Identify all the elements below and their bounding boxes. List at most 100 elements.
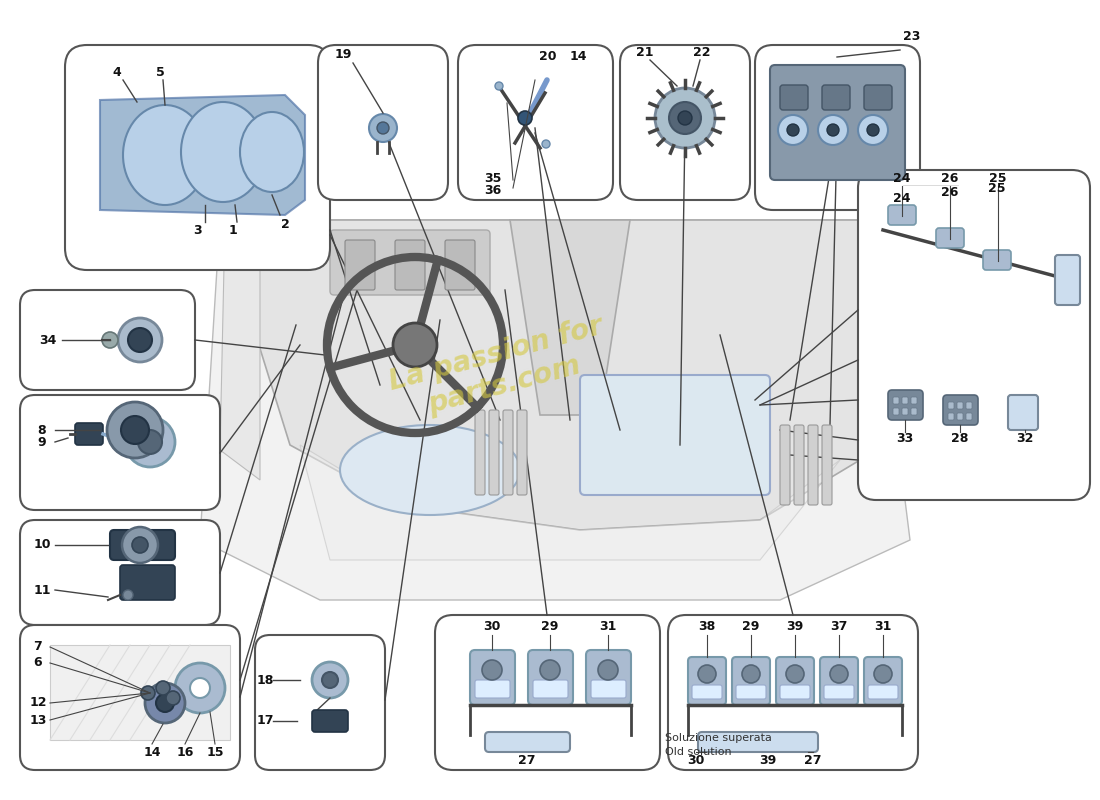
FancyBboxPatch shape <box>911 397 917 404</box>
Circle shape <box>322 672 338 688</box>
FancyBboxPatch shape <box>770 65 905 180</box>
Circle shape <box>778 115 808 145</box>
Text: 23: 23 <box>903 30 921 43</box>
FancyBboxPatch shape <box>20 625 240 770</box>
Circle shape <box>377 122 389 134</box>
Text: 26: 26 <box>942 186 959 199</box>
FancyBboxPatch shape <box>864 85 892 110</box>
FancyBboxPatch shape <box>692 685 722 699</box>
Text: La passion for
parts.com: La passion for parts.com <box>386 312 614 428</box>
FancyBboxPatch shape <box>534 680 568 698</box>
Text: 30: 30 <box>483 621 500 634</box>
Text: 25: 25 <box>988 182 1005 194</box>
FancyBboxPatch shape <box>864 657 902 705</box>
Text: 17: 17 <box>256 714 274 727</box>
FancyBboxPatch shape <box>911 408 917 415</box>
Circle shape <box>540 660 560 680</box>
FancyBboxPatch shape <box>868 685 898 699</box>
Text: 5: 5 <box>155 66 164 78</box>
FancyBboxPatch shape <box>255 635 385 770</box>
FancyBboxPatch shape <box>20 395 220 510</box>
FancyBboxPatch shape <box>736 685 766 699</box>
Circle shape <box>175 663 226 713</box>
Circle shape <box>145 683 185 723</box>
FancyBboxPatch shape <box>780 425 790 505</box>
Text: 20: 20 <box>539 50 557 63</box>
Text: 31: 31 <box>874 621 892 634</box>
Circle shape <box>495 82 503 90</box>
Text: 19: 19 <box>334 49 352 62</box>
FancyBboxPatch shape <box>888 390 923 420</box>
Circle shape <box>742 665 760 683</box>
Circle shape <box>598 660 618 680</box>
Text: 31: 31 <box>600 621 617 634</box>
FancyBboxPatch shape <box>780 85 808 110</box>
FancyBboxPatch shape <box>110 530 175 560</box>
FancyBboxPatch shape <box>20 520 220 625</box>
FancyBboxPatch shape <box>902 397 908 404</box>
FancyBboxPatch shape <box>668 615 918 770</box>
FancyBboxPatch shape <box>395 240 425 290</box>
Circle shape <box>166 691 180 705</box>
Circle shape <box>122 527 158 563</box>
FancyBboxPatch shape <box>943 395 978 425</box>
FancyBboxPatch shape <box>794 425 804 505</box>
Text: 35: 35 <box>484 171 502 185</box>
Polygon shape <box>200 220 910 600</box>
Circle shape <box>156 681 170 695</box>
FancyBboxPatch shape <box>936 228 964 248</box>
FancyBboxPatch shape <box>330 230 490 295</box>
FancyBboxPatch shape <box>503 410 513 495</box>
FancyBboxPatch shape <box>893 408 899 415</box>
Text: 8: 8 <box>37 423 46 437</box>
Circle shape <box>698 665 716 683</box>
Text: 32: 32 <box>1016 431 1034 445</box>
FancyBboxPatch shape <box>808 425 818 505</box>
Text: 21: 21 <box>636 46 653 58</box>
Circle shape <box>827 124 839 136</box>
FancyBboxPatch shape <box>948 402 954 409</box>
Circle shape <box>125 417 175 467</box>
Text: 29: 29 <box>742 621 760 634</box>
FancyBboxPatch shape <box>780 685 810 699</box>
Circle shape <box>118 318 162 362</box>
Text: 1: 1 <box>229 223 238 237</box>
FancyBboxPatch shape <box>485 732 570 752</box>
Text: 39: 39 <box>786 621 804 634</box>
FancyBboxPatch shape <box>312 710 348 732</box>
FancyBboxPatch shape <box>732 657 770 705</box>
Text: 27: 27 <box>804 754 822 766</box>
Text: 14: 14 <box>143 746 161 758</box>
FancyBboxPatch shape <box>957 402 962 409</box>
Text: 25: 25 <box>989 171 1006 185</box>
Circle shape <box>858 115 888 145</box>
Text: 9: 9 <box>37 435 46 449</box>
Circle shape <box>123 590 133 600</box>
Ellipse shape <box>123 105 207 205</box>
Text: 29: 29 <box>541 621 559 634</box>
FancyBboxPatch shape <box>755 45 920 210</box>
FancyBboxPatch shape <box>888 205 916 225</box>
Text: Soluzione superata: Soluzione superata <box>666 733 772 743</box>
Text: 22: 22 <box>693 46 711 58</box>
FancyBboxPatch shape <box>822 425 832 505</box>
FancyBboxPatch shape <box>893 397 899 404</box>
Polygon shape <box>100 95 305 215</box>
Circle shape <box>121 416 148 444</box>
FancyBboxPatch shape <box>580 375 770 495</box>
FancyBboxPatch shape <box>475 410 485 495</box>
FancyBboxPatch shape <box>591 680 626 698</box>
FancyBboxPatch shape <box>820 657 858 705</box>
Text: Old solution: Old solution <box>666 747 732 757</box>
Circle shape <box>393 323 437 367</box>
Circle shape <box>107 402 163 458</box>
Text: 24: 24 <box>893 191 911 205</box>
Text: 36: 36 <box>484 183 502 197</box>
Text: 3: 3 <box>194 223 202 237</box>
FancyBboxPatch shape <box>318 45 448 200</box>
FancyBboxPatch shape <box>1055 255 1080 305</box>
Circle shape <box>542 140 550 148</box>
Text: 30: 30 <box>688 754 705 766</box>
Polygon shape <box>220 220 880 530</box>
Circle shape <box>786 665 804 683</box>
